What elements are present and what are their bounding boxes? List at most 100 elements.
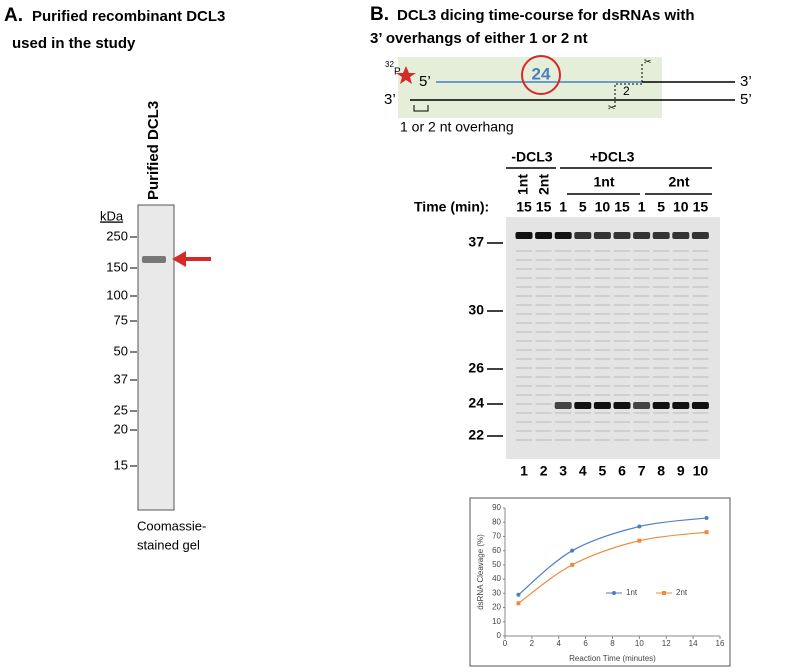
faint-band bbox=[555, 439, 572, 441]
faint-band bbox=[516, 385, 532, 387]
product-band bbox=[593, 402, 611, 409]
faint-band bbox=[614, 376, 630, 378]
faint-band bbox=[535, 322, 552, 324]
isotope-mass: 32 bbox=[385, 60, 394, 69]
faint-band bbox=[614, 277, 630, 279]
point bbox=[570, 562, 575, 567]
faint-band bbox=[672, 367, 689, 369]
faint-band bbox=[633, 331, 650, 333]
y-axis-label: dsRNA Cleavage (%) bbox=[476, 534, 485, 610]
faint-band bbox=[672, 376, 689, 378]
caption: Coomassie- bbox=[137, 518, 206, 533]
y-tick-label: 50 bbox=[492, 560, 501, 569]
time-value: 15 bbox=[516, 199, 532, 215]
faint-band bbox=[555, 376, 572, 378]
overhang-note: 1 or 2 nt overhang bbox=[400, 119, 514, 135]
faint-band bbox=[653, 286, 670, 288]
faint-band bbox=[672, 295, 689, 297]
arrow-head bbox=[172, 251, 186, 267]
point bbox=[704, 515, 709, 520]
time-value: 1 bbox=[638, 199, 646, 215]
faint-band bbox=[516, 340, 532, 342]
faint-band bbox=[574, 250, 591, 252]
faint-band bbox=[574, 349, 591, 351]
x-tick-label: 14 bbox=[689, 639, 698, 648]
ladder-label: 25 bbox=[114, 402, 128, 417]
product-band bbox=[691, 402, 709, 409]
faint-band bbox=[672, 430, 689, 432]
x-axis-label: Reaction Time (minutes) bbox=[569, 654, 656, 663]
faint-band bbox=[653, 304, 670, 306]
faint-band bbox=[692, 277, 709, 279]
faint-band bbox=[516, 367, 532, 369]
faint-band bbox=[653, 421, 670, 423]
gel bbox=[506, 217, 720, 459]
faint-band bbox=[614, 439, 630, 441]
faint-band bbox=[516, 430, 532, 432]
lane-group: 2nt bbox=[536, 174, 552, 195]
faint-band bbox=[653, 385, 670, 387]
faint-band bbox=[535, 277, 552, 279]
series-line bbox=[518, 517, 707, 596]
faint-band bbox=[633, 259, 650, 261]
lane-number: 3 bbox=[559, 463, 567, 479]
faint-band bbox=[535, 403, 552, 405]
faint-band bbox=[633, 268, 650, 270]
faint-band bbox=[672, 394, 689, 396]
faint-band bbox=[594, 313, 611, 315]
faint-band bbox=[516, 331, 532, 333]
faint-band bbox=[555, 340, 572, 342]
faint-band bbox=[633, 367, 650, 369]
faint-band bbox=[692, 331, 709, 333]
faint-band bbox=[594, 286, 611, 288]
faint-band bbox=[633, 340, 650, 342]
faint-band bbox=[516, 412, 532, 414]
faint-band bbox=[692, 286, 709, 288]
marker-label: 22 bbox=[468, 427, 484, 443]
point bbox=[637, 538, 642, 543]
faint-band bbox=[653, 295, 670, 297]
ladder-label: 50 bbox=[114, 343, 128, 358]
time-value: 15 bbox=[536, 199, 552, 215]
faint-band bbox=[633, 277, 650, 279]
substrate-band bbox=[535, 232, 553, 239]
faint-band bbox=[653, 394, 670, 396]
time-value: 10 bbox=[595, 199, 611, 215]
faint-band bbox=[535, 304, 552, 306]
lane-number: 8 bbox=[657, 463, 665, 479]
faint-band bbox=[535, 430, 552, 432]
faint-band bbox=[574, 313, 591, 315]
lane-number: 9 bbox=[677, 463, 685, 479]
faint-band bbox=[555, 259, 572, 261]
marker-label: 30 bbox=[468, 302, 484, 318]
faint-band bbox=[516, 313, 532, 315]
group-label: +DCL3 bbox=[590, 149, 635, 165]
end-label: 5’ bbox=[419, 73, 431, 90]
faint-band bbox=[692, 313, 709, 315]
faint-band bbox=[672, 304, 689, 306]
panel-letter: B. bbox=[370, 4, 389, 25]
faint-band bbox=[633, 304, 650, 306]
substrate-band bbox=[554, 232, 572, 239]
faint-band bbox=[614, 295, 630, 297]
substrate-band bbox=[593, 232, 611, 239]
time-value: 15 bbox=[693, 199, 709, 215]
x-tick-label: 10 bbox=[635, 639, 644, 648]
faint-band bbox=[672, 277, 689, 279]
faint-band bbox=[516, 322, 532, 324]
faint-band bbox=[653, 367, 670, 369]
lane-number: 10 bbox=[693, 463, 709, 479]
faint-band bbox=[653, 331, 670, 333]
faint-band bbox=[614, 286, 630, 288]
faint-band bbox=[633, 286, 650, 288]
faint-band bbox=[633, 349, 650, 351]
faint-band bbox=[614, 430, 630, 432]
y-tick-label: 70 bbox=[492, 532, 501, 541]
faint-band bbox=[516, 259, 532, 261]
time-value: 5 bbox=[657, 199, 665, 215]
protein-band bbox=[142, 256, 166, 263]
faint-band bbox=[614, 340, 630, 342]
time-value: 15 bbox=[614, 199, 630, 215]
faint-band bbox=[633, 322, 650, 324]
